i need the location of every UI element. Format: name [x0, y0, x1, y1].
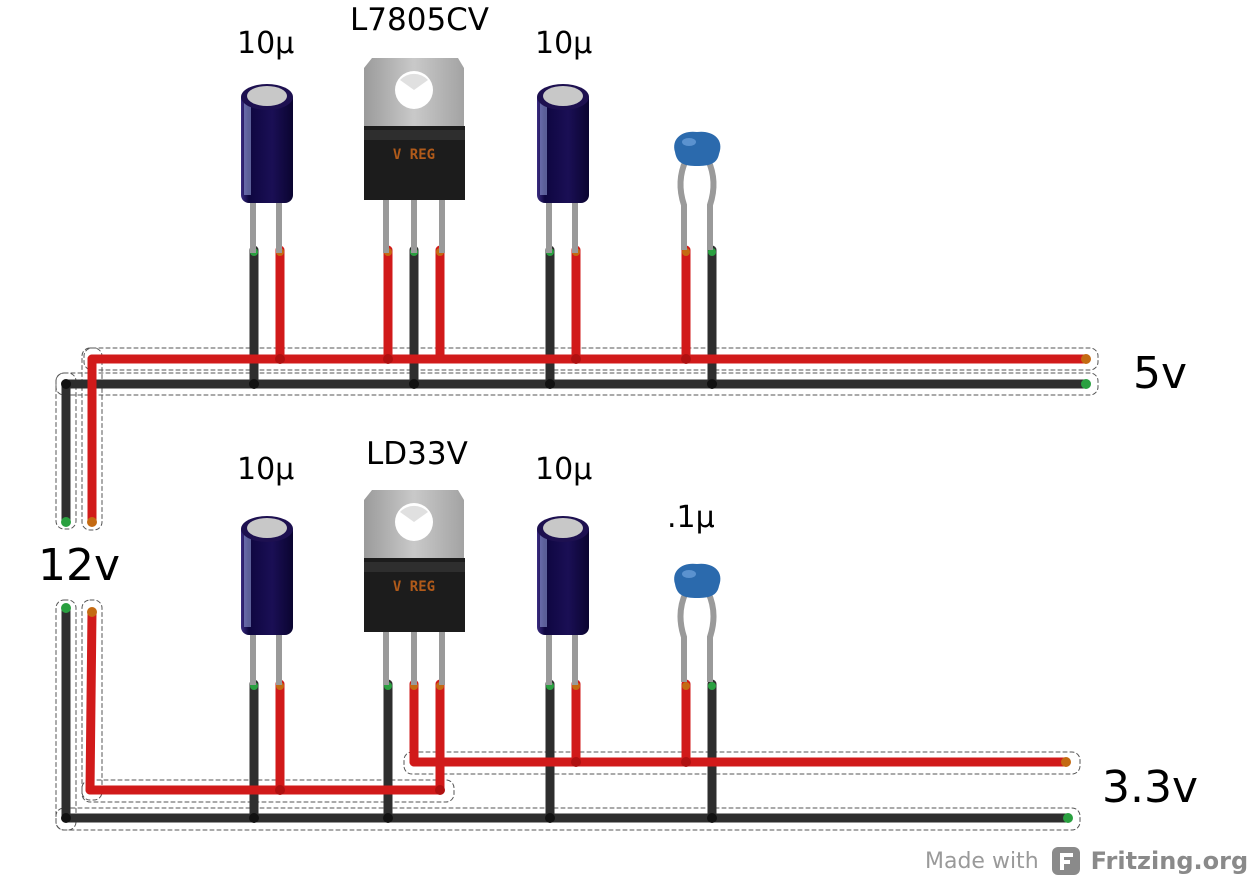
- voltage-regulator-ld33v: V REG: [364, 490, 465, 685]
- ceramic-capacitor-top: [674, 131, 721, 250]
- electrolytic-capacitor-top-left: [241, 84, 293, 253]
- capacitor-label-bottom-left: 10µ: [237, 452, 295, 487]
- regulator-marking: V REG: [393, 147, 435, 163]
- input-label-12v: 12v: [38, 540, 121, 591]
- voltage-regulator-l7805cv: V REG: [364, 58, 465, 253]
- rail-label-5v: 5v: [1133, 348, 1188, 399]
- capacitor-label-top-left: 10µ: [237, 26, 295, 61]
- regulator-label-ld33v: LD33V: [366, 436, 468, 472]
- fritzing-logo-icon: [1051, 847, 1080, 875]
- capacitor-label-ceramic: .1µ: [667, 500, 715, 535]
- ground-wire-3v3: [61, 603, 1073, 823]
- rail-label-3v3: 3.3v: [1102, 762, 1199, 813]
- positive-wire-3v3: [85, 607, 1071, 795]
- fritzing-footer: Made with Fritzing.org: [925, 843, 1248, 879]
- electrolytic-capacitor-bottom-right: [537, 516, 589, 685]
- fritzing-brand-link[interactable]: Fritzing.org: [1090, 847, 1249, 875]
- made-with-text: Made with: [925, 848, 1039, 874]
- wires-3v3: [55, 599, 1081, 831]
- wires-5v: [55, 245, 1099, 531]
- regulator-label-l7805cv: L7805CV: [350, 2, 490, 38]
- electrolytic-capacitor-bottom-left: [241, 516, 293, 685]
- electrolytic-capacitor-top-right: [537, 84, 589, 253]
- positive-wire-5v: [87, 245, 1091, 527]
- ceramic-capacitor-bottom: [674, 563, 721, 682]
- capacitor-label-bottom-right: 10µ: [535, 452, 593, 487]
- capacitor-label-top-right: 10µ: [535, 26, 593, 61]
- regulator-marking: V REG: [393, 579, 435, 595]
